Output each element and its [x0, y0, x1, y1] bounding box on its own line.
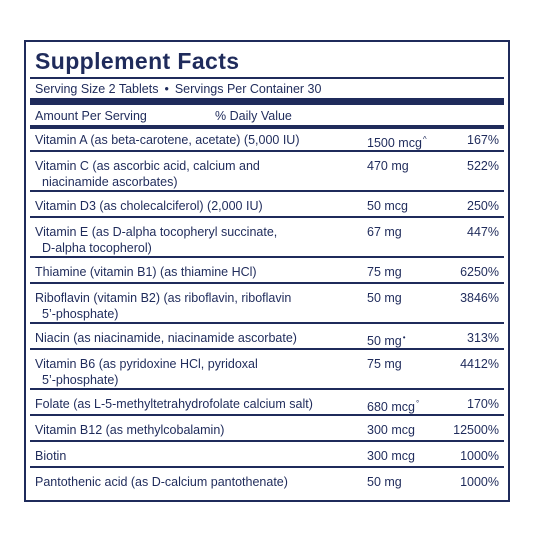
- nutrient-amount: 300 mcg: [367, 422, 415, 438]
- nutrient-name-line2: niacinamide ascorbates): [42, 175, 178, 189]
- nutrient-name-line1: Niacin (as niacinamide, niacinamide asco…: [35, 331, 297, 345]
- amount-value: 300 mcg: [367, 423, 415, 437]
- daily-value-header: % Daily Value: [215, 109, 292, 123]
- nutrient-name: Vitamin B12 (as methylcobalamin): [35, 422, 365, 438]
- nutrient-name: Thiamine (vitamin B1) (as thiamine HCl): [35, 264, 365, 280]
- row-divider: [30, 440, 504, 442]
- daily-value-percent: 6250%: [460, 265, 499, 279]
- supplement-facts-panel: Supplement Facts Serving Size 2 Tablets •…: [24, 40, 510, 502]
- amount-value: 50 mg: [367, 291, 402, 305]
- footnote-symbol: ^: [422, 135, 427, 144]
- nutrient-name: Niacin (as niacinamide, niacinamide asco…: [35, 330, 365, 346]
- nutrient-amount: 75 mg: [367, 264, 402, 280]
- amount-value: 75 mg: [367, 357, 402, 371]
- nutrient-name-line2: 5’-phosphate): [42, 373, 119, 387]
- nutrient-name-line1: Thiamine (vitamin B1) (as thiamine HCl): [35, 265, 257, 279]
- row-divider: [30, 466, 504, 468]
- nutrient-name-line1: Vitamin A (as beta-carotene, acetate) (5…: [35, 133, 300, 147]
- daily-value-percent: 4412%: [460, 357, 499, 371]
- footnote-symbol: °: [415, 399, 420, 408]
- nutrient-name: Vitamin E (as D-alpha tocopheryl succina…: [35, 224, 365, 256]
- nutrient-name-line1: Vitamin B12 (as methylcobalamin): [35, 423, 225, 437]
- amount-value: 1500 mcg: [367, 136, 422, 150]
- nutrient-amount: 67 mg: [367, 224, 402, 240]
- panel-title: Supplement Facts: [35, 48, 240, 74]
- nutrient-name-line1: Folate (as L-5-methyltetrahydrofolate ca…: [35, 397, 313, 411]
- nutrient-name: Pantothenic acid (as D-calcium pantothen…: [35, 474, 365, 490]
- amount-value: 680 mcg: [367, 400, 415, 414]
- daily-value-percent: 167%: [467, 133, 499, 147]
- nutrient-name: Vitamin A (as beta-carotene, acetate) (5…: [35, 132, 365, 148]
- daily-value-percent: 313%: [467, 331, 499, 345]
- row-divider: [30, 150, 504, 152]
- daily-value-percent: 250%: [467, 199, 499, 213]
- nutrient-amount: 300 mcg: [367, 448, 415, 464]
- footnote-symbol: •: [402, 333, 406, 342]
- serving-info: Serving Size 2 Tablets • Servings Per Cont…: [35, 81, 321, 97]
- amount-value: 50 mg: [367, 334, 402, 348]
- nutrient-amount: 50 mcg: [367, 198, 408, 214]
- serving-size: Serving Size 2 Tablets: [35, 82, 159, 96]
- daily-value-percent: 3846%: [460, 291, 499, 305]
- servings-per-container: Servings Per Container 30: [174, 82, 322, 96]
- nutrient-name: Riboflavin (vitamin B2) (as riboflavin, …: [35, 290, 365, 322]
- nutrient-name: Vitamin B6 (as pyridoxine HCl, pyridoxal…: [35, 356, 365, 388]
- daily-value-percent: 522%: [467, 159, 499, 173]
- row-divider: [30, 348, 504, 350]
- nutrient-name: Vitamin D3 (as cholecalciferol) (2,000 I…: [35, 198, 365, 214]
- daily-value-percent: 170%: [467, 397, 499, 411]
- nutrient-amount: 470 mg: [367, 158, 409, 174]
- nutrient-amount: 75 mg: [367, 356, 402, 372]
- amount-value: 67 mg: [367, 225, 402, 239]
- amount-value: 50 mg: [367, 475, 402, 489]
- nutrient-amount: 50 mg: [367, 290, 402, 306]
- header-divider: [30, 125, 504, 129]
- nutrient-amount: 50 mg•: [367, 330, 406, 349]
- nutrient-name-line1: Riboflavin (vitamin B2) (as riboflavin, …: [35, 291, 292, 305]
- amount-value: 50 mcg: [367, 199, 408, 213]
- nutrient-name: Vitamin C (as ascorbic acid, calcium and…: [35, 158, 365, 190]
- row-divider: [30, 216, 504, 218]
- daily-value-percent: 447%: [467, 225, 499, 239]
- nutrient-name: Folate (as L-5-methyltetrahydrofolate ca…: [35, 396, 365, 412]
- nutrient-name-line1: Vitamin D3 (as cholecalciferol) (2,000 I…: [35, 199, 263, 213]
- nutrient-amount: 680 mcg°: [367, 396, 419, 415]
- nutrient-name-line1: Vitamin E (as D-alpha tocopheryl succina…: [35, 225, 278, 239]
- row-divider: [30, 388, 504, 390]
- serving-divider: [30, 98, 504, 105]
- nutrient-name-line2: D-alpha tocopherol): [42, 241, 152, 255]
- daily-value-percent: 1000%: [460, 475, 499, 489]
- row-divider: [30, 414, 504, 416]
- amount-value: 300 mcg: [367, 449, 415, 463]
- amount-value: 75 mg: [367, 265, 402, 279]
- nutrient-amount: 1500 mcg^: [367, 132, 427, 151]
- row-divider: [30, 190, 504, 192]
- nutrient-name: Biotin: [35, 448, 365, 464]
- row-divider: [30, 282, 504, 284]
- nutrient-name-line2: 5’-phosphate): [42, 307, 119, 321]
- daily-value-percent: 1000%: [460, 449, 499, 463]
- bullet-separator: •: [164, 82, 169, 96]
- daily-value-percent: 12500%: [453, 423, 499, 437]
- row-divider: [30, 256, 504, 258]
- title-divider: [30, 77, 504, 79]
- amount-value: 470 mg: [367, 159, 409, 173]
- nutrient-name-line1: Biotin: [35, 449, 67, 463]
- nutrient-name-line1: Vitamin C (as ascorbic acid, calcium and: [35, 159, 260, 173]
- nutrient-name-line1: Vitamin B6 (as pyridoxine HCl, pyridoxal: [35, 357, 258, 371]
- nutrient-amount: 50 mg: [367, 474, 402, 490]
- amount-per-serving-header: Amount Per Serving: [35, 109, 147, 123]
- nutrient-name-line1: Pantothenic acid (as D-calcium pantothen…: [35, 475, 288, 489]
- row-divider: [30, 322, 504, 324]
